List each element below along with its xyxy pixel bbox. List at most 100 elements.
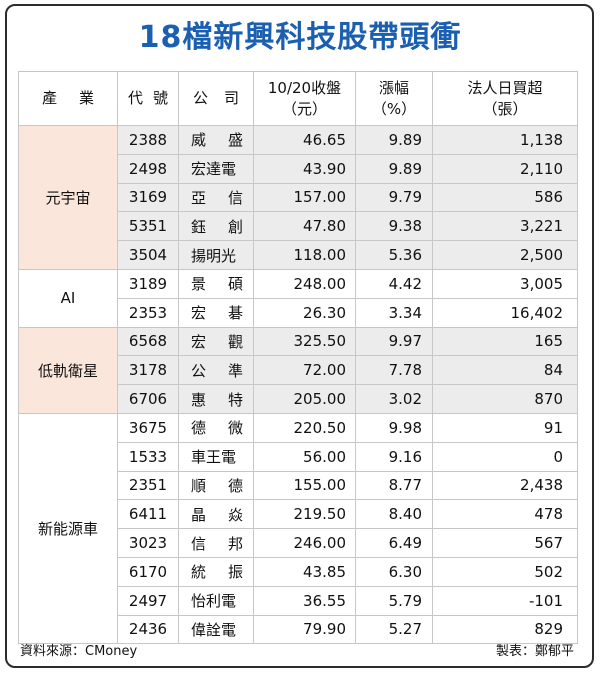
company-name-part: 威 (191, 131, 207, 150)
industry-cell: 低軌衛星 (18, 326, 118, 414)
company-name-part: 公 (191, 361, 207, 380)
net-buy-cell: 16,402 (432, 297, 578, 328)
code-cell: 5351 (117, 211, 179, 242)
table-row: 6706 惠特 205.00 3.02 870 (19, 384, 578, 414)
source-note: 資料來源：CMoney (20, 644, 138, 659)
close-cell: 219.50 (253, 499, 356, 530)
change-cell: 9.38 (355, 211, 433, 242)
close-cell: 325.50 (253, 326, 356, 357)
company-cell: 威盛 (178, 125, 254, 155)
table-row: 2353 宏碁 26.30 3.34 16,402 (19, 297, 578, 328)
code-cell: 6568 (117, 326, 179, 357)
change-cell: 9.97 (355, 326, 433, 357)
company-name-part: 統 (191, 563, 207, 582)
company-name-part: 碁 (227, 304, 243, 323)
close-cell: 205.00 (253, 384, 356, 414)
company-name-part: 惠 (191, 390, 207, 409)
close-cell: 79.90 (253, 614, 356, 645)
code-cell: 6411 (117, 499, 179, 530)
close-cell: 157.00 (253, 182, 356, 213)
change-cell: 9.89 (355, 153, 433, 184)
change-cell: 9.79 (355, 182, 433, 213)
net-buy-cell: 870 (432, 384, 578, 414)
close-cell: 118.00 (253, 240, 356, 270)
net-buy-cell: 2,110 (432, 153, 578, 184)
code-cell: 3169 (117, 182, 179, 213)
company-name-part: 創 (227, 217, 243, 236)
code-cell: 2497 (117, 585, 179, 616)
table-row: 低軌衛星 6568 宏觀 325.50 9.97 165 (18, 326, 578, 414)
company-cell: 晶焱 (178, 499, 254, 530)
header-close: 10/20收盤 （元） (253, 71, 356, 126)
table-row: 元宇宙 2388 威盛 46.65 9.89 1,138 (18, 125, 578, 270)
change-cell: 4.42 (355, 268, 433, 299)
company-name-part: 盛 (227, 131, 243, 150)
close-cell: 220.50 (253, 412, 356, 443)
change-cell: 5.27 (355, 614, 433, 645)
change-cell: 9.16 (355, 441, 433, 472)
company-name-part: 信 (191, 534, 207, 553)
close-cell: 248.00 (253, 268, 356, 299)
company-name-part: 宏達電 (191, 160, 237, 179)
code-cell: 1533 (117, 441, 179, 472)
table-row: 3169 亞信 157.00 9.79 586 (19, 182, 578, 213)
company-name-part: 宏 (191, 304, 207, 323)
close-cell: 56.00 (253, 441, 356, 472)
company-cell: 偉詮電 (178, 614, 254, 645)
company-name-part: 鈺 (191, 217, 207, 236)
company-name-part: 景 (191, 275, 207, 294)
code-cell: 3675 (117, 412, 179, 443)
credit-note: 製表：鄭郁平 (495, 644, 574, 659)
net-buy-cell: 586 (432, 182, 578, 213)
header-change: 漲幅 （%） (355, 71, 433, 126)
company-cell: 統振 (178, 556, 254, 587)
company-name-part: 觀 (227, 332, 243, 351)
table-row: 3023 信邦 246.00 6.49 567 (19, 528, 578, 558)
company-name-part: 車王電 (191, 448, 237, 467)
code-cell: 3023 (117, 528, 179, 558)
company-name-part: 順 (191, 476, 207, 495)
net-buy-cell: 3,221 (432, 211, 578, 242)
company-cell: 鈺創 (178, 211, 254, 242)
close-cell: 47.80 (253, 211, 356, 242)
net-buy-cell: 1,138 (432, 125, 578, 155)
net-buy-cell: 2,438 (432, 470, 578, 501)
close-cell: 46.65 (253, 125, 356, 155)
company-cell: 惠特 (178, 384, 254, 414)
company-name-part: 碩 (227, 275, 243, 294)
change-cell: 9.89 (355, 125, 433, 155)
change-cell: 9.98 (355, 412, 433, 443)
table-row: 2497 怡利電 36.55 5.79 -101 (19, 585, 578, 616)
close-cell: 246.00 (253, 528, 356, 558)
industry-cell: AI (18, 268, 118, 328)
code-cell: 6706 (117, 384, 179, 414)
change-cell: 8.77 (355, 470, 433, 501)
net-buy-cell: 2,500 (432, 240, 578, 270)
company-name-part: 邦 (227, 534, 243, 553)
change-cell: 5.36 (355, 240, 433, 270)
header-net-buy: 法人日買超 （張） (432, 71, 578, 126)
company-cell: 怡利電 (178, 585, 254, 616)
table-row: 6170 統振 43.85 6.30 502 (19, 556, 578, 587)
code-cell: 2436 (117, 614, 179, 645)
company-cell: 宏觀 (178, 326, 254, 357)
company-name-part: 振 (227, 563, 243, 582)
company-name-part: 宏 (191, 332, 207, 351)
net-buy-cell: 3,005 (432, 268, 578, 299)
company-name-part: 焱 (227, 505, 243, 524)
change-cell: 7.78 (355, 355, 433, 386)
close-cell: 26.30 (253, 297, 356, 328)
change-cell: 5.79 (355, 585, 433, 616)
company-cell: 揚明光 (178, 240, 254, 270)
code-cell: 2353 (117, 297, 179, 328)
net-buy-cell: 84 (432, 355, 578, 386)
company-cell: 車王電 (178, 441, 254, 472)
company-name-part: 準 (227, 361, 243, 380)
table-body: 元宇宙 2388 威盛 46.65 9.89 1,138 2498 宏達電 43.90 9.89 2… (18, 125, 578, 645)
company-name-part: 偉詮電 (191, 620, 237, 639)
company-cell: 景碩 (178, 268, 254, 299)
company-cell: 德微 (178, 412, 254, 443)
company-name-part: 微 (227, 419, 243, 438)
header-row: 產業 代號 公司 10/20收盤 （元） 漲幅 （%） 法人日買超 （張） (18, 71, 578, 126)
code-cell: 6170 (117, 556, 179, 587)
